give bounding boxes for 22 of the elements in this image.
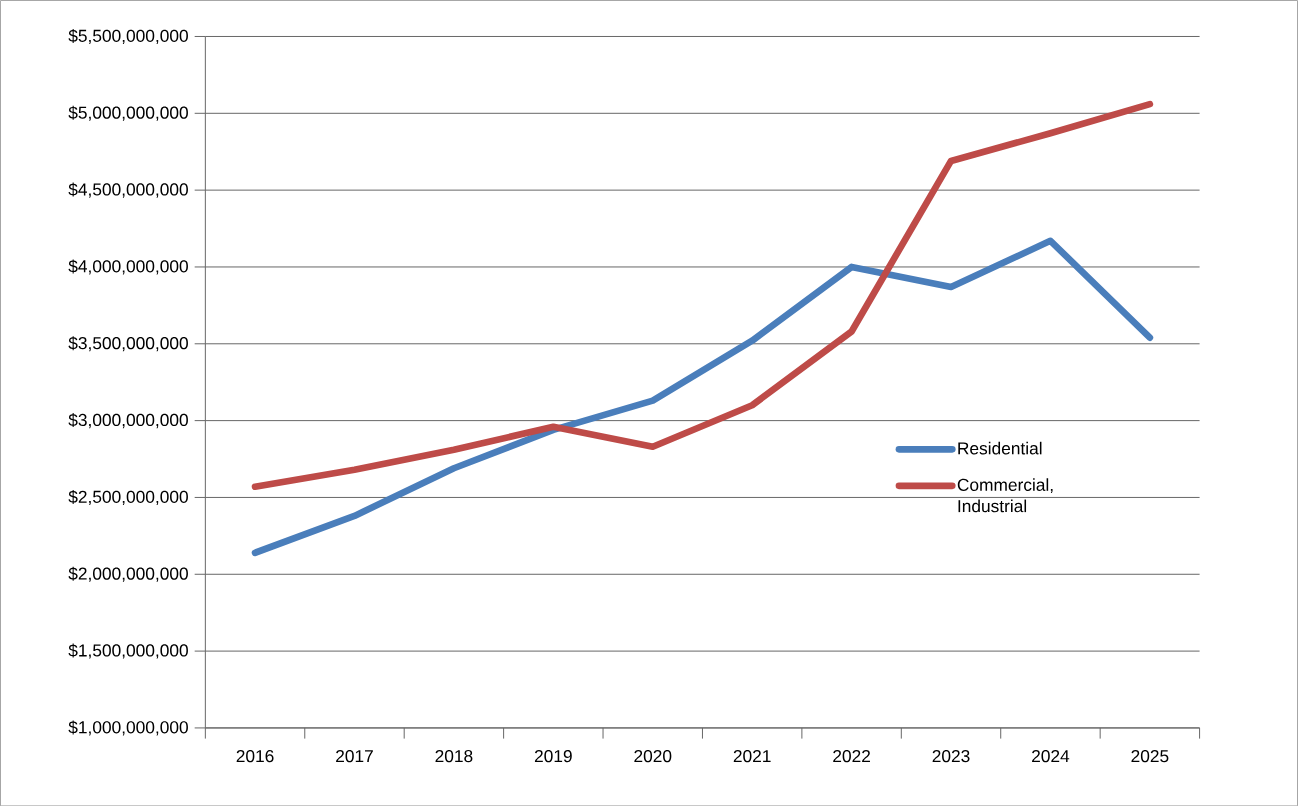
y-tick-label: $5,000,000,000 (68, 105, 188, 121)
x-tick-label: 2024 (1032, 749, 1070, 763)
legend-label: Commercial, Industrial (957, 478, 1053, 513)
x-tick-label: 2020 (634, 749, 672, 763)
y-tick-label: $5,500,000,000 (68, 28, 188, 44)
x-tick-label: 2019 (534, 749, 572, 763)
x-tick-label: 2021 (733, 749, 771, 763)
x-tick-label: 2025 (1131, 749, 1169, 763)
legend-label: Residential (958, 441, 1042, 455)
y-tick-label: $4,000,000,000 (68, 259, 188, 275)
y-tick-label: $3,500,000,000 (68, 336, 188, 352)
x-tick-label: 2018 (435, 749, 473, 763)
y-tick-label: $1,500,000,000 (68, 643, 188, 659)
y-tick-label: $2,500,000,000 (68, 489, 188, 505)
y-tick-label: $4,500,000,000 (68, 182, 188, 198)
y-tick-label: $3,000,000,000 (68, 412, 188, 428)
y-tick-label: $2,000,000,000 (68, 566, 188, 582)
x-tick-label: 2017 (336, 749, 373, 763)
x-tick-label: 2023 (932, 749, 970, 763)
y-tick-label: $1,000,000,000 (68, 720, 188, 736)
x-tick-label: 2022 (833, 749, 870, 763)
x-tick-label: 2016 (236, 749, 274, 763)
